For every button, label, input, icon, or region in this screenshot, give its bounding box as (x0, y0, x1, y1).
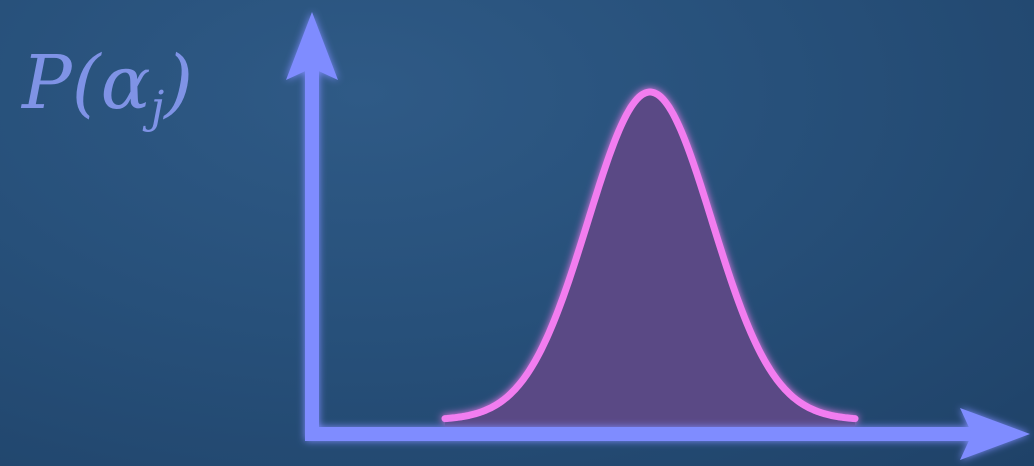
probability-curve (441, 88, 859, 428)
curve-fill-area (445, 92, 855, 428)
axes (286, 12, 1030, 460)
svg-text:P(αj): P(αj) (20, 40, 193, 133)
y-axis-label-close: ) (162, 40, 193, 126)
curve-outline (441, 88, 859, 423)
y-axis-label: P(αj) (20, 40, 193, 133)
y-axis-arrowhead (286, 12, 338, 80)
x-axis-arrowhead (960, 408, 1030, 460)
y-axis-label-main: P(α (20, 40, 151, 126)
